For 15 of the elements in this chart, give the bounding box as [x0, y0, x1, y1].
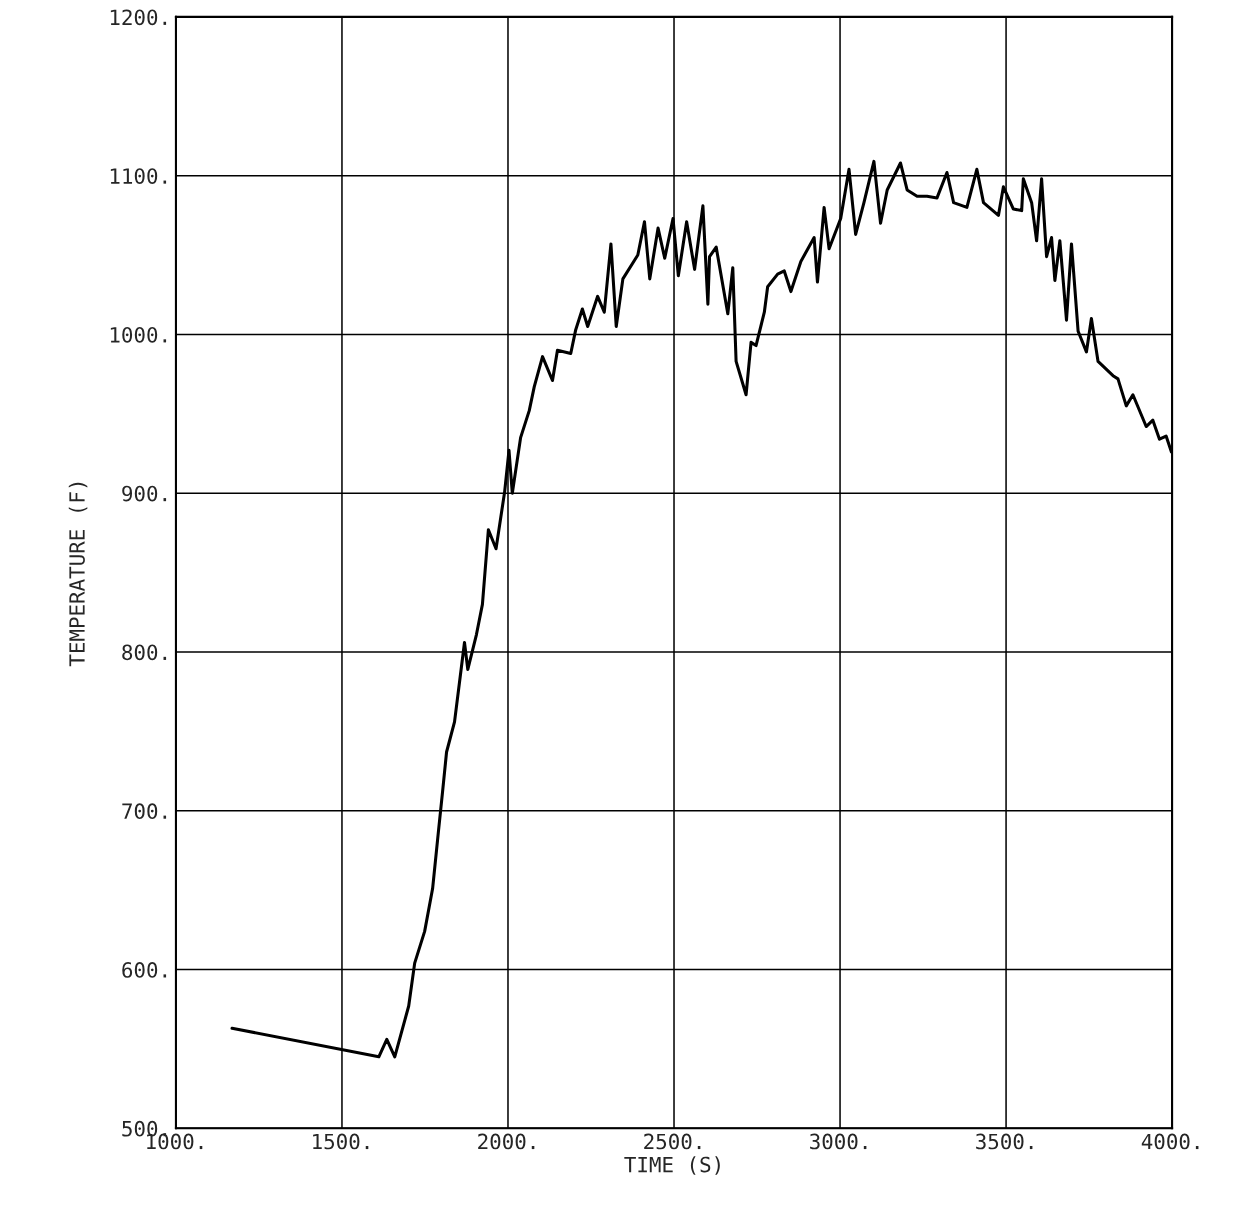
x-tick-label: 3000. [810, 1133, 867, 1150]
y-axis-title: TEMPERATURE (F) [68, 482, 88, 667]
x-tick-label: 1500. [313, 1133, 369, 1150]
x-tick-label: 2500. [644, 1133, 701, 1150]
x-tick-label: 4000. [1141, 1133, 1199, 1150]
x-tick-label: 2000. [478, 1133, 535, 1150]
x-axis-title: TIME (S) [624, 1156, 720, 1175]
y-tick-label: 700. [122, 803, 167, 820]
y-tick-label: 1000. [110, 326, 167, 343]
y-tick-label: 1200. [110, 9, 167, 26]
y-tick-label: 1100. [110, 168, 167, 184]
x-tick-label: 3500. [976, 1133, 1033, 1150]
y-tick-label: 800. [122, 644, 167, 661]
y-tick-label: 900. [122, 485, 167, 502]
y-tick-label: 600. [122, 962, 167, 978]
